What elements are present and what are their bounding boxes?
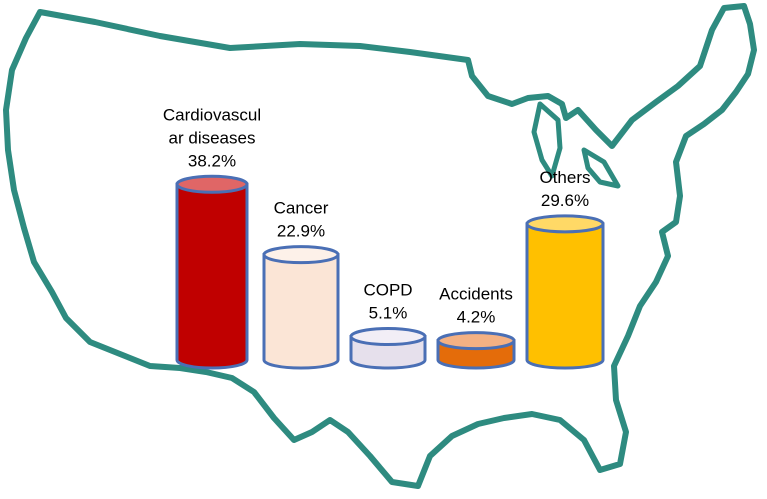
chart-labels: Cardiovascul ar diseases 38.2%Cancer 22.9%C… xyxy=(163,105,591,326)
bar-cancer xyxy=(262,245,340,370)
us-map-outline xyxy=(3,3,757,489)
bar-top xyxy=(525,214,605,234)
bar-value-label: 38.2% xyxy=(188,151,236,170)
bar-accidents xyxy=(436,331,516,370)
bar-body xyxy=(262,253,340,370)
bar-top xyxy=(175,174,249,194)
bar-body xyxy=(175,182,249,370)
bar-value-label: 4.2% xyxy=(457,308,496,327)
bar-category-label: Cancer xyxy=(274,199,329,218)
bar-category-label: ar diseases xyxy=(169,128,256,147)
bar-category-label: Others xyxy=(539,168,590,187)
bar-label: Accidents 4.2% xyxy=(439,285,513,327)
bar-category-label: Accidents xyxy=(439,285,513,304)
bar-others xyxy=(525,214,605,370)
bar-top xyxy=(436,331,516,351)
bar-label: Others 29.6% xyxy=(539,168,590,210)
bar-category-label: Cardiovascul xyxy=(163,105,261,124)
bar-cardiovascular-diseases xyxy=(175,174,249,370)
bar-category-label: COPD xyxy=(363,281,412,300)
bar-top xyxy=(262,245,340,265)
bar-value-label: 5.1% xyxy=(369,304,408,323)
us-map-lakes-outline xyxy=(531,101,621,189)
bar-value-label: 29.6% xyxy=(541,191,589,210)
bar-body xyxy=(525,222,605,370)
bar-top xyxy=(349,327,427,347)
bar-copd xyxy=(349,327,427,370)
bar-value-label: 22.9% xyxy=(277,222,325,241)
bar-label: COPD 5.1% xyxy=(363,281,412,323)
bar-label: Cardiovascul ar diseases 38.2% xyxy=(163,105,261,170)
chart-bars xyxy=(175,174,605,370)
bar-label: Cancer 22.9% xyxy=(274,199,329,241)
